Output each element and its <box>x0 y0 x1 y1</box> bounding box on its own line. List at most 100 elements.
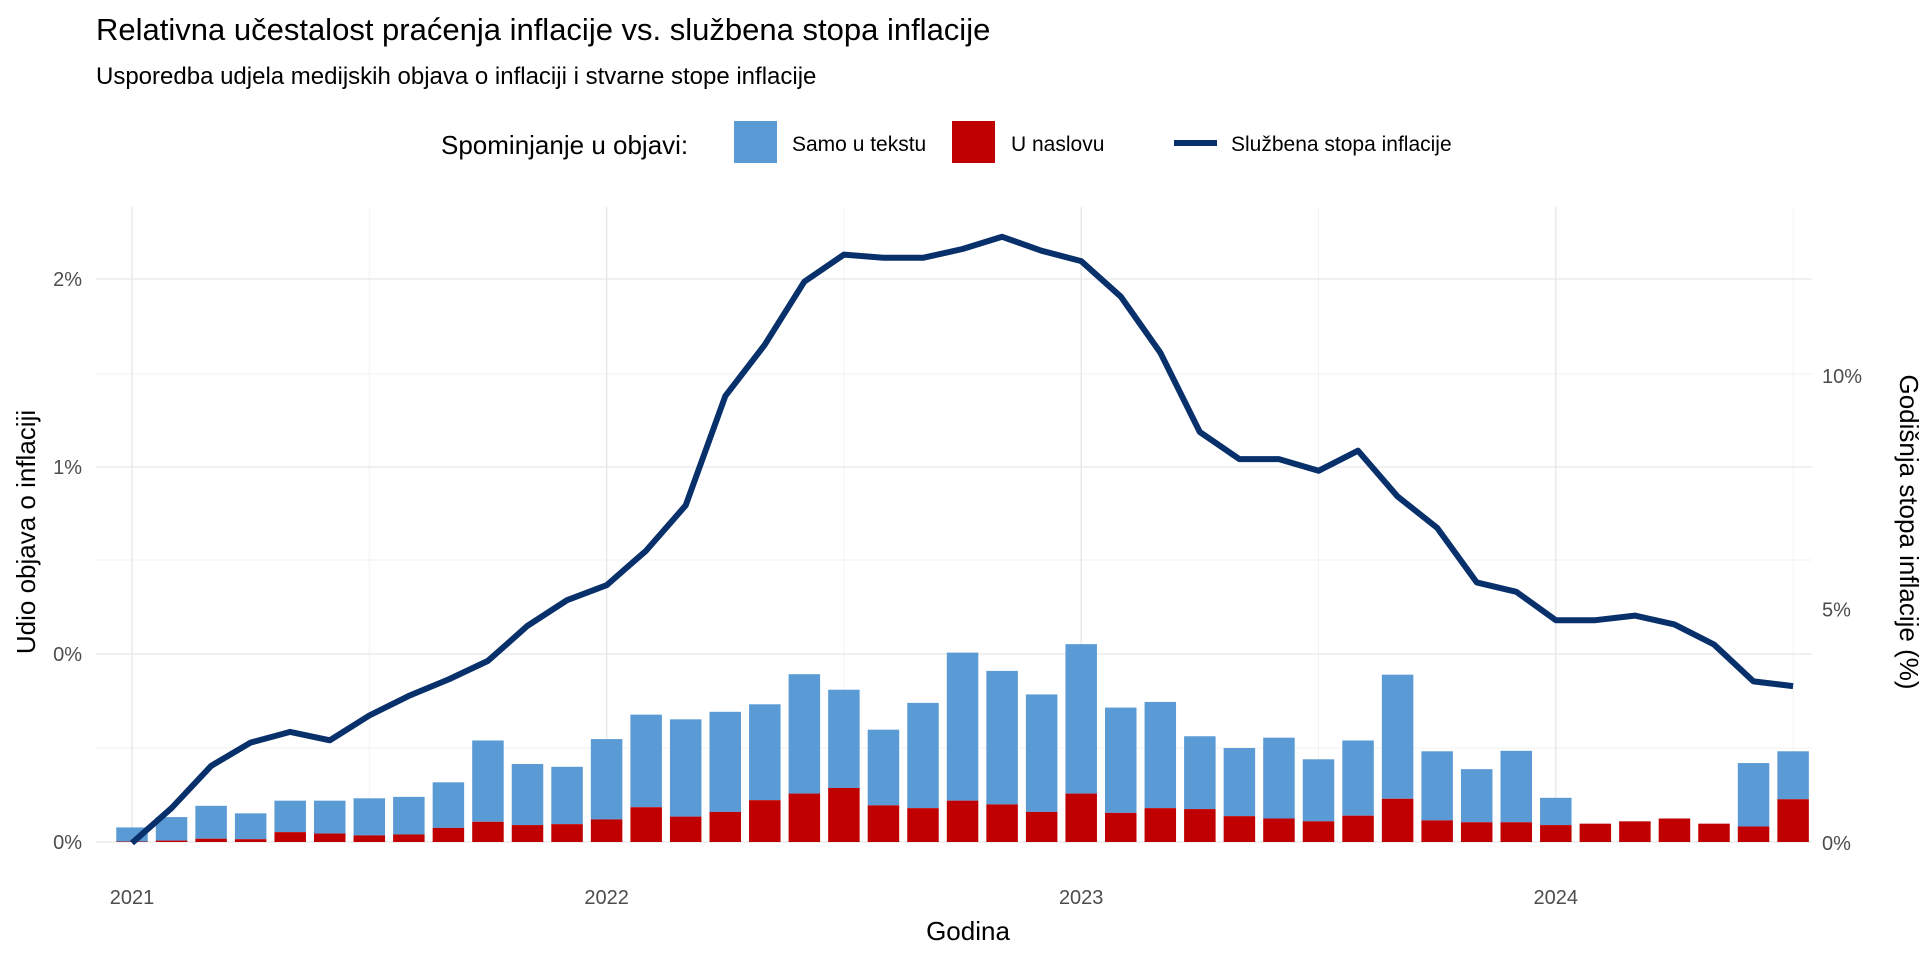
bar-text-only <box>828 689 860 788</box>
bar-headline <box>1658 818 1691 842</box>
y-axis-title: Udio objava o inflaciji <box>11 410 41 654</box>
bar-headline <box>1263 818 1295 842</box>
legend-swatch-text-only <box>734 121 777 163</box>
bar-text-only <box>749 704 781 801</box>
bar-text-only <box>669 719 702 817</box>
bar-headline <box>393 834 425 842</box>
legend-label-text-only: Samo u tekstu <box>792 133 926 156</box>
bar-text-only <box>1540 797 1572 826</box>
bar-text-only <box>1737 763 1770 827</box>
bar-text-only <box>1065 644 1097 794</box>
y-tick-label: 0% <box>53 644 82 666</box>
bar-text-only <box>472 740 504 822</box>
bar-headline <box>1065 793 1097 842</box>
bar-text-only <box>1223 748 1256 817</box>
bar-text-only <box>907 702 939 809</box>
bar-text-only <box>1777 751 1809 800</box>
bar-headline <box>1579 823 1612 842</box>
bar-headline <box>551 824 583 842</box>
y-tick-label: 2% <box>53 269 82 291</box>
x-tick-label: 2023 <box>1059 887 1104 909</box>
bar-headline <box>511 825 544 842</box>
bar-text-only <box>432 782 465 828</box>
bar-text-only <box>551 766 583 825</box>
y2-tick-label: 0% <box>1822 833 1851 855</box>
bar-text-only <box>1144 701 1177 809</box>
y2-axis-ticks: 0% 5% 10% <box>1822 366 1862 855</box>
bar-headline <box>1619 821 1651 842</box>
bar-text-only <box>946 652 979 801</box>
chart-subtitle: Usporedba udjela medijskih objava o infl… <box>96 63 816 90</box>
bar-headline <box>946 800 979 842</box>
y2-tick-label: 5% <box>1822 600 1851 622</box>
x-axis-title: Godina <box>926 916 1010 946</box>
bar-headline <box>234 839 267 842</box>
x-axis-ticks: 2021 2022 2023 2024 <box>110 887 1578 909</box>
bar-text-only <box>353 798 386 836</box>
bar-text-only <box>1500 750 1532 823</box>
chart-title: Relativna učestalost praćenja inflacije … <box>96 12 990 47</box>
inflation-line <box>130 233 1794 846</box>
bar-headline <box>353 835 386 842</box>
bar-headline <box>274 832 306 842</box>
bar-headline <box>1342 815 1374 842</box>
bar-text-only <box>511 763 544 826</box>
bar-text-only <box>788 674 821 794</box>
bar-headline <box>590 819 623 842</box>
bar-text-only <box>1381 674 1414 799</box>
bar-text-only <box>274 800 306 833</box>
x-tick-label: 2024 <box>1534 887 1579 909</box>
legend-label-inflation: Službena stopa inflacije <box>1231 133 1452 156</box>
bar-headline <box>1540 825 1572 842</box>
bar-text-only <box>986 670 1018 805</box>
bar-headline <box>314 833 346 842</box>
bars <box>116 644 1809 842</box>
bar-headline <box>472 821 504 842</box>
bar-text-only <box>1421 751 1453 821</box>
bar-text-only <box>1025 694 1058 812</box>
legend-title: Spominjanje u objavi: <box>441 130 688 160</box>
bar-headline <box>788 793 821 842</box>
bar-text-only <box>393 796 425 835</box>
bar-text-only <box>1460 769 1493 823</box>
inflation-line-group <box>130 233 1794 846</box>
bar-text-only <box>1342 740 1374 816</box>
bar-headline <box>1460 822 1493 842</box>
bar-headline <box>828 787 860 842</box>
bar-headline <box>709 811 741 842</box>
bar-headline <box>669 816 702 842</box>
y2-tick-label: 10% <box>1822 366 1862 388</box>
bar-text-only <box>195 805 227 839</box>
y-tick-label: 1% <box>53 457 82 479</box>
bar-headline <box>867 805 900 842</box>
bar-headline <box>1381 798 1414 842</box>
legend-swatch-headline <box>952 121 995 163</box>
bar-headline <box>1500 822 1532 842</box>
y-axis-ticks: 0% 0% 1% 2% <box>53 269 82 854</box>
bar-headline <box>1105 812 1137 842</box>
bar-headline <box>1698 823 1730 842</box>
bar-headline <box>155 840 188 842</box>
y2-axis-title: Godišnja stopa inflacije (%) <box>1894 374 1920 689</box>
bar-headline <box>749 800 781 842</box>
bar-text-only <box>1263 737 1295 819</box>
bar-text-only <box>1302 759 1335 822</box>
bar-headline <box>195 838 227 842</box>
bar-text-only <box>155 817 188 841</box>
bar-headline <box>1184 809 1216 842</box>
bar-headline <box>986 804 1018 842</box>
bar-headline <box>1223 816 1256 842</box>
bar-headline <box>1025 811 1058 842</box>
y-tick-label: 0% <box>53 832 82 854</box>
bar-text-only <box>234 813 267 840</box>
bar-text-only <box>314 800 346 834</box>
legend-label-headline: U naslovu <box>1011 133 1104 156</box>
bar-headline <box>432 827 465 842</box>
bar-text-only <box>1184 736 1216 810</box>
bar-headline <box>1421 820 1453 842</box>
bar-text-only <box>867 729 900 806</box>
bar-headline <box>1144 808 1177 842</box>
bar-text-only <box>709 711 741 812</box>
bar-text-only <box>590 739 623 820</box>
